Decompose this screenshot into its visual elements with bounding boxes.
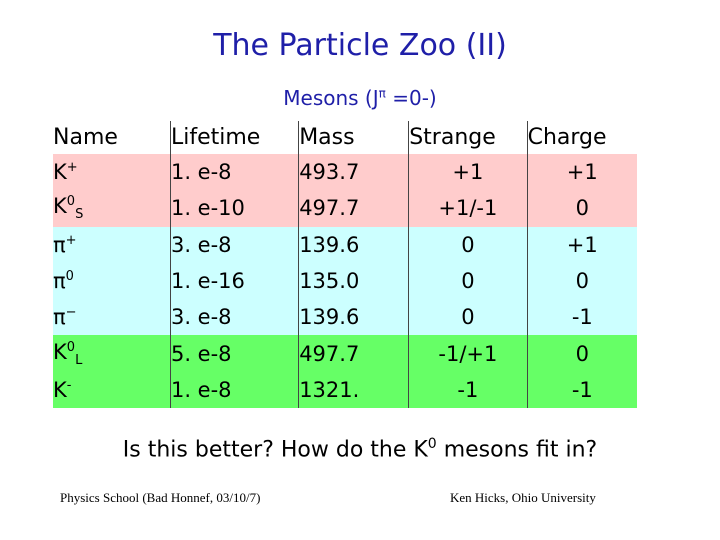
slide-title: The Particle Zoo (II)	[213, 28, 507, 63]
particle-superscript: +	[65, 232, 77, 248]
cell-mass: 497.7	[298, 190, 409, 227]
table-row: π0 1. e-16 135.0 0 0	[53, 262, 637, 300]
cell-mass: 497.7	[298, 335, 409, 372]
particle-superscript: -	[66, 377, 72, 393]
cell-charge: -1	[526, 371, 637, 409]
cell-mass: 493.7	[298, 154, 409, 191]
cell-strange: 0	[408, 262, 528, 300]
cell-strange: -1	[408, 371, 528, 409]
table-body: K+ 1. e-8 493.7 +1 +1 K0S 1. e-10 497.7 +1/-1 0 π+…	[53, 154, 637, 409]
cell-name: K+	[53, 154, 171, 191]
cell-mass: 135.0	[298, 262, 409, 300]
cell-strange: 0	[408, 299, 528, 336]
cell-lifetime: 1. e-8	[169, 154, 299, 191]
cell-strange: +1/-1	[408, 190, 528, 227]
cell-strange: -1/+1	[408, 335, 528, 372]
cell-lifetime: 1. e-8	[169, 371, 299, 409]
header-lifetime: Lifetime	[169, 121, 299, 154]
table-row: K- 1. e-8 1321. -1 -1	[53, 371, 637, 409]
subtitle-superscript: π	[378, 86, 386, 101]
cell-mass: 139.6	[298, 299, 409, 336]
particle-superscript: +	[66, 160, 78, 176]
cell-charge: +1	[526, 226, 637, 263]
particle-symbol: π	[53, 232, 66, 257]
particle-symbol: K	[53, 377, 67, 402]
cell-name: π0	[53, 262, 171, 300]
particle-subscript: L	[75, 352, 83, 368]
particle-symbol: K	[53, 194, 67, 219]
cell-lifetime: 3. e-8	[169, 226, 299, 263]
footer-right: Ken Hicks, Ohio University	[450, 490, 596, 505]
cell-name: K0L	[53, 335, 171, 372]
header-name: Name	[53, 125, 118, 150]
header-charge: Charge	[526, 121, 637, 154]
particle-superscript: 0	[65, 269, 74, 285]
question-after: mesons fit in?	[436, 437, 598, 463]
header-strange: Strange	[408, 121, 528, 154]
cell-charge: 0	[526, 262, 637, 300]
cell-charge: -1	[526, 299, 637, 336]
cell-charge: +1	[526, 154, 637, 191]
table-row: K0S 1. e-10 497.7 +1/-1 0	[53, 190, 637, 227]
cell-mass: 139.6	[298, 226, 409, 263]
table-header-row: Name Lifetime Mass Strange Charge	[53, 121, 637, 154]
particle-superscript: 0	[66, 339, 76, 355]
particle-subscript: S	[75, 207, 84, 223]
particle-superscript: 0	[66, 194, 76, 210]
cell-name: π−	[53, 299, 171, 336]
footer-left: Physics School (Bad Honnef, 03/10/7)	[60, 490, 261, 505]
cell-strange: 0	[408, 226, 528, 263]
question-text: Is this better? How do the K0 mesons fit…	[0, 436, 720, 462]
cell-name: π+	[53, 226, 171, 263]
particle-superscript: −	[65, 305, 77, 321]
cell-name: K-	[53, 371, 171, 409]
cell-lifetime: 5. e-8	[169, 335, 299, 372]
table-row: K0L 5. e-8 497.7 -1/+1 0	[53, 335, 637, 372]
subtitle-suffix: =0-)	[385, 86, 437, 110]
particle-symbol: π	[53, 305, 66, 330]
cell-charge: 0	[526, 335, 637, 372]
particle-symbol: K	[53, 339, 67, 364]
table-row: K+ 1. e-8 493.7 +1 +1	[53, 154, 637, 191]
meson-table: Name Lifetime Mass Strange Charge K+ 1. e…	[53, 121, 637, 409]
question-before: Is this better? How do the K	[122, 437, 428, 463]
particle-symbol: π	[53, 269, 66, 294]
header-mass: Mass	[298, 121, 409, 154]
particle-symbol: K	[53, 160, 67, 185]
cell-mass: 1321.	[298, 371, 409, 409]
cell-charge: 0	[526, 190, 637, 227]
question-superscript: 0	[427, 436, 437, 452]
cell-lifetime: 3. e-8	[169, 299, 299, 336]
table-row: π+ 3. e-8 139.6 0 +1	[53, 226, 637, 263]
subtitle-prefix: Mesons (J	[283, 86, 379, 110]
slide-subtitle: Mesons (Jπ =0-)	[0, 86, 720, 110]
table-row: π− 3. e-8 139.6 0 -1	[53, 299, 637, 336]
cell-strange: +1	[408, 154, 528, 191]
cell-lifetime: 1. e-16	[169, 262, 299, 300]
cell-lifetime: 1. e-10	[169, 190, 299, 227]
cell-name: K0S	[53, 190, 171, 227]
